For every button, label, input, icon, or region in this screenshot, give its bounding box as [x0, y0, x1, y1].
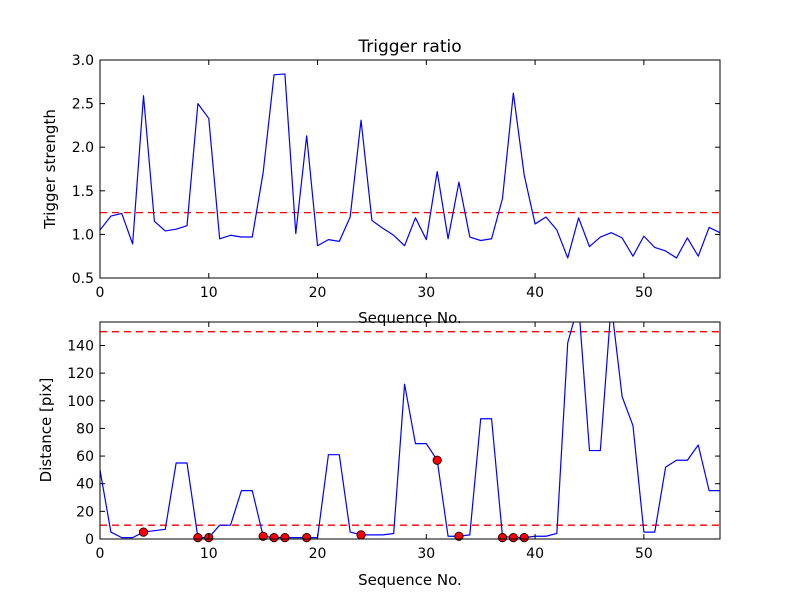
y-tick-label: 20	[76, 504, 94, 520]
x-axis-label: Sequence No.	[358, 309, 462, 327]
x-tick-label: 40	[526, 546, 544, 562]
x-tick-label: 10	[200, 285, 218, 301]
x-tick-label: 20	[309, 546, 327, 562]
y-tick-label: 2.0	[72, 140, 94, 156]
y-tick-label: 120	[67, 366, 94, 382]
data-point-marker	[269, 533, 279, 543]
trigger-ratio-axes: Trigger ratio Sequence No. Trigger stren…	[41, 37, 721, 327]
data-point-marker	[519, 533, 529, 543]
x-tick-label: 0	[96, 546, 105, 562]
x-tick-label: 0	[96, 285, 105, 301]
x-axis-label: Sequence No.	[358, 571, 462, 589]
data-point-marker	[497, 533, 508, 543]
y-tick-label: 0.5	[72, 271, 94, 287]
data-point-marker	[432, 455, 442, 465]
plot-area	[100, 322, 720, 539]
y-axis-label: Distance [pix]	[37, 378, 55, 483]
y-tick-label: 40	[76, 477, 94, 493]
y-tick-label: 80	[76, 421, 94, 437]
axes-frame	[99, 59, 721, 279]
x-tick-label: 50	[635, 285, 653, 301]
y-tick-label: 0	[85, 532, 94, 548]
x-tick-label: 30	[417, 285, 435, 301]
chart-title: Trigger ratio	[357, 37, 461, 57]
data-point-marker	[280, 533, 290, 543]
y-tick-label: 1.5	[72, 184, 94, 200]
series-line	[100, 73, 720, 259]
x-tick-label: 30	[417, 546, 435, 562]
y-tick-label: 1.0	[72, 227, 94, 243]
y-tick-label: 60	[76, 449, 94, 465]
series-line	[100, 322, 720, 539]
distance-axes: Sequence No. Distance [pix] 0 10 20 30 40 50 0…	[37, 321, 721, 589]
data-point-marker	[508, 533, 518, 543]
y-tick-label: 100	[67, 394, 94, 410]
data-point-marker	[356, 530, 366, 540]
data-point-marker	[258, 531, 268, 541]
x-tick-label: 20	[309, 285, 327, 301]
data-point-marker	[193, 533, 203, 543]
x-tick-label: 10	[200, 546, 218, 562]
y-axis-label: Trigger strength	[41, 109, 59, 230]
axes-frame	[99, 321, 721, 540]
data-point-marker	[454, 531, 464, 541]
x-tick-label: 40	[526, 285, 544, 301]
plot-area	[100, 73, 720, 259]
x-tick-label: 50	[635, 546, 653, 562]
data-point-marker	[138, 527, 149, 537]
y-tick-label: 140	[67, 338, 94, 354]
y-tick-label: 2.5	[72, 97, 94, 113]
y-tick-label: 3.0	[72, 53, 94, 69]
data-point-marker	[302, 533, 312, 543]
